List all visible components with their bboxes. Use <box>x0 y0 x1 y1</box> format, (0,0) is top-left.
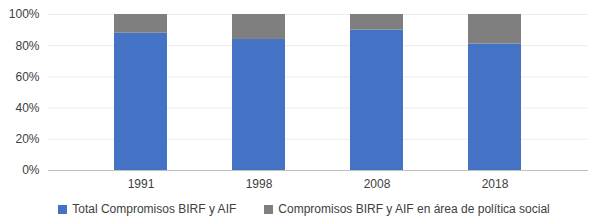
html-text:Total Compromisos BIRF y AIF: Total Compromisos BIRF y AIF <box>72 202 237 216</box>
svg-text:0%: 0% <box>22 163 40 177</box>
svg-text:80%: 80% <box>15 39 39 53</box>
html-text:Compromisos BIRF y AIF en área: Compromisos BIRF y AIF en área de políti… <box>278 202 550 216</box>
svg-text:20%: 20% <box>15 132 39 146</box>
svg-text:40%: 40% <box>15 101 39 115</box>
svg-text:2008: 2008 <box>364 177 391 191</box>
svg-text:2018: 2018 <box>482 177 509 191</box>
svg-text:1998: 1998 <box>246 177 273 191</box>
svg-text:60%: 60% <box>15 70 39 84</box>
svg-text:100%: 100% <box>9 7 40 21</box>
svg-text:1991: 1991 <box>128 177 155 191</box>
